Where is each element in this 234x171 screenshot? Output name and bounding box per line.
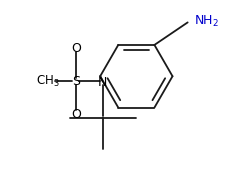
Text: CH$_3$: CH$_3$ xyxy=(36,74,60,89)
Text: N: N xyxy=(98,76,107,89)
Text: O: O xyxy=(71,42,81,55)
Text: S: S xyxy=(72,75,80,88)
Text: NH$_2$: NH$_2$ xyxy=(194,14,219,29)
Text: O: O xyxy=(71,108,81,121)
